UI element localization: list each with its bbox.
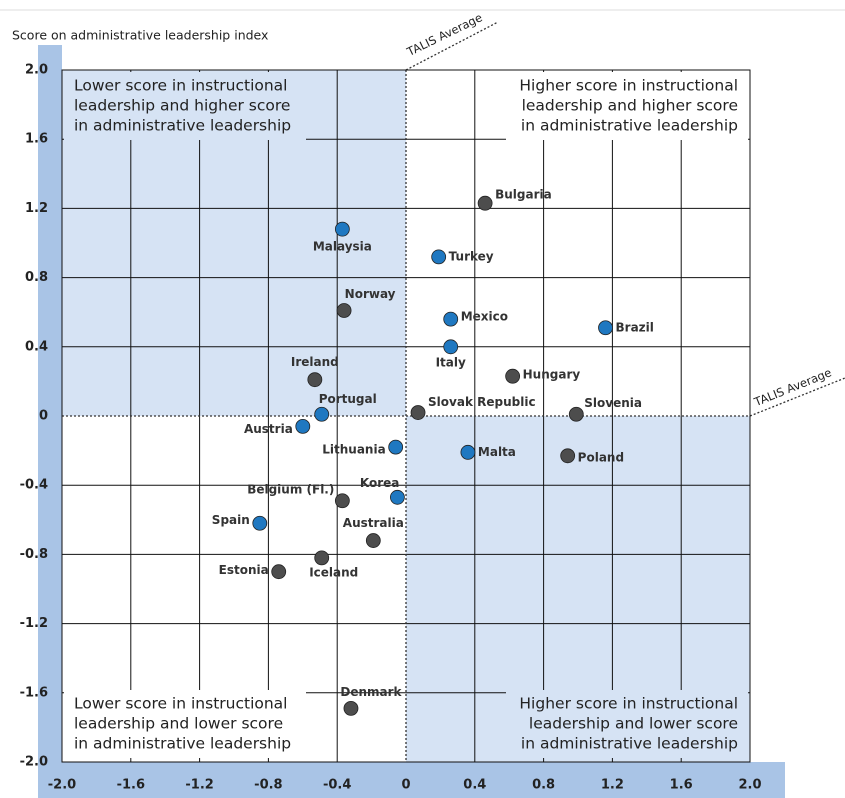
point bbox=[314, 406, 330, 422]
point-label: Turkey bbox=[449, 249, 494, 263]
quadrant-label: Higher score in instructional bbox=[519, 695, 738, 713]
quadrant-label: Lower score in instructional bbox=[74, 77, 288, 95]
x-tick-label: -0.8 bbox=[254, 778, 282, 793]
point-label: Bulgaria bbox=[495, 188, 552, 202]
point bbox=[410, 405, 426, 420]
point-label: Portugal bbox=[319, 392, 377, 406]
point-label: Poland bbox=[578, 450, 624, 464]
x-tick-label: -1.2 bbox=[185, 778, 213, 793]
x-tick-label: -1.6 bbox=[117, 778, 145, 793]
reference-line bbox=[749, 377, 845, 417]
y-tick-label: 0.8 bbox=[25, 270, 48, 285]
point-label: Mexico bbox=[461, 310, 508, 324]
point bbox=[443, 311, 459, 327]
point-label: Iceland bbox=[309, 565, 358, 579]
x-tick-label: -0.4 bbox=[323, 778, 351, 793]
point-label: Australia bbox=[343, 516, 404, 530]
point bbox=[568, 406, 584, 422]
y-tick-label: 1.2 bbox=[25, 201, 48, 216]
reference-line bbox=[405, 21, 499, 71]
quadrant-label: in administrative leadership bbox=[74, 117, 291, 135]
point-label: Austria bbox=[244, 422, 293, 436]
quadrant-box bbox=[506, 72, 748, 140]
quadrant-label: in administrative leadership bbox=[521, 735, 738, 753]
point bbox=[271, 564, 287, 580]
point bbox=[252, 515, 268, 531]
point bbox=[431, 249, 447, 265]
point-label: Malaysia bbox=[313, 240, 372, 254]
point bbox=[443, 339, 459, 355]
point bbox=[388, 439, 404, 455]
point-label: Hungary bbox=[523, 368, 581, 382]
x-tick-label: 2.0 bbox=[738, 778, 761, 793]
point-label: Denmark bbox=[340, 685, 402, 699]
quadrant-label: Lower score in instructional bbox=[74, 695, 288, 713]
x-tick-label: 0.8 bbox=[532, 778, 555, 793]
point-label: Estonia bbox=[219, 563, 269, 577]
point-label: Brazil bbox=[616, 320, 654, 334]
y-tick-label: 2.0 bbox=[25, 63, 48, 78]
point bbox=[334, 493, 350, 509]
point-label: Slovak Republic bbox=[428, 395, 536, 409]
point bbox=[365, 533, 381, 548]
plot-frame bbox=[61, 69, 751, 763]
y-axis-band bbox=[38, 45, 62, 798]
quadrant-label: leadership and lower score bbox=[74, 715, 283, 733]
quadrant-label: leadership and higher score bbox=[74, 97, 290, 115]
point-label: Slovenia bbox=[584, 396, 642, 410]
point-label: Korea bbox=[360, 476, 400, 490]
point-label: Ireland bbox=[291, 355, 339, 369]
point-label: Spain bbox=[212, 513, 250, 527]
y-tick-label: 0 bbox=[39, 409, 48, 424]
point bbox=[460, 444, 476, 460]
point bbox=[560, 448, 576, 464]
x-tick-label: 1.2 bbox=[601, 778, 624, 793]
quadrant-box bbox=[64, 72, 306, 140]
y-tick-label: 0.4 bbox=[25, 339, 48, 354]
quadrant-box bbox=[506, 690, 748, 758]
reference-label: TALIS Average bbox=[404, 10, 485, 59]
point bbox=[598, 320, 613, 336]
x-tick-label: -2.0 bbox=[48, 778, 76, 793]
x-tick-label: 1.6 bbox=[670, 778, 693, 793]
point bbox=[314, 550, 330, 566]
quadrant-label: in administrative leadership bbox=[521, 117, 738, 135]
point bbox=[295, 418, 311, 434]
quadrant-label: leadership and lower score bbox=[529, 715, 738, 733]
y-tick-label: -0.8 bbox=[20, 547, 48, 562]
point-label: Italy bbox=[436, 355, 466, 369]
x-axis-band bbox=[38, 762, 785, 798]
y-tick-label: -2.0 bbox=[20, 755, 48, 770]
point bbox=[343, 700, 359, 716]
point bbox=[334, 221, 350, 237]
quadrant-label: Higher score in instructional bbox=[519, 77, 738, 95]
point bbox=[477, 195, 493, 211]
y-tick-label: 1.6 bbox=[25, 132, 48, 147]
quadrant-box bbox=[64, 690, 306, 758]
point-label: Belgium (Fl.) bbox=[247, 482, 334, 496]
y-tick-label: -1.2 bbox=[20, 616, 48, 631]
y-tick-label: -1.6 bbox=[20, 685, 48, 700]
point-label: Malta bbox=[478, 445, 516, 459]
point-label: Lithuania bbox=[322, 443, 385, 457]
x-tick-label: 0.4 bbox=[463, 778, 486, 793]
quadrant-label: in administrative leadership bbox=[74, 735, 291, 753]
quadrant-label: leadership and higher score bbox=[522, 97, 738, 115]
y-tick-label: -0.4 bbox=[20, 478, 48, 493]
point bbox=[389, 489, 405, 505]
point-label: Norway bbox=[345, 287, 396, 301]
point bbox=[307, 372, 323, 388]
x-tick-label: 0 bbox=[401, 778, 410, 793]
point bbox=[336, 303, 352, 318]
y-axis-label: Score on administrative leadership index bbox=[12, 28, 268, 43]
point bbox=[505, 368, 521, 384]
